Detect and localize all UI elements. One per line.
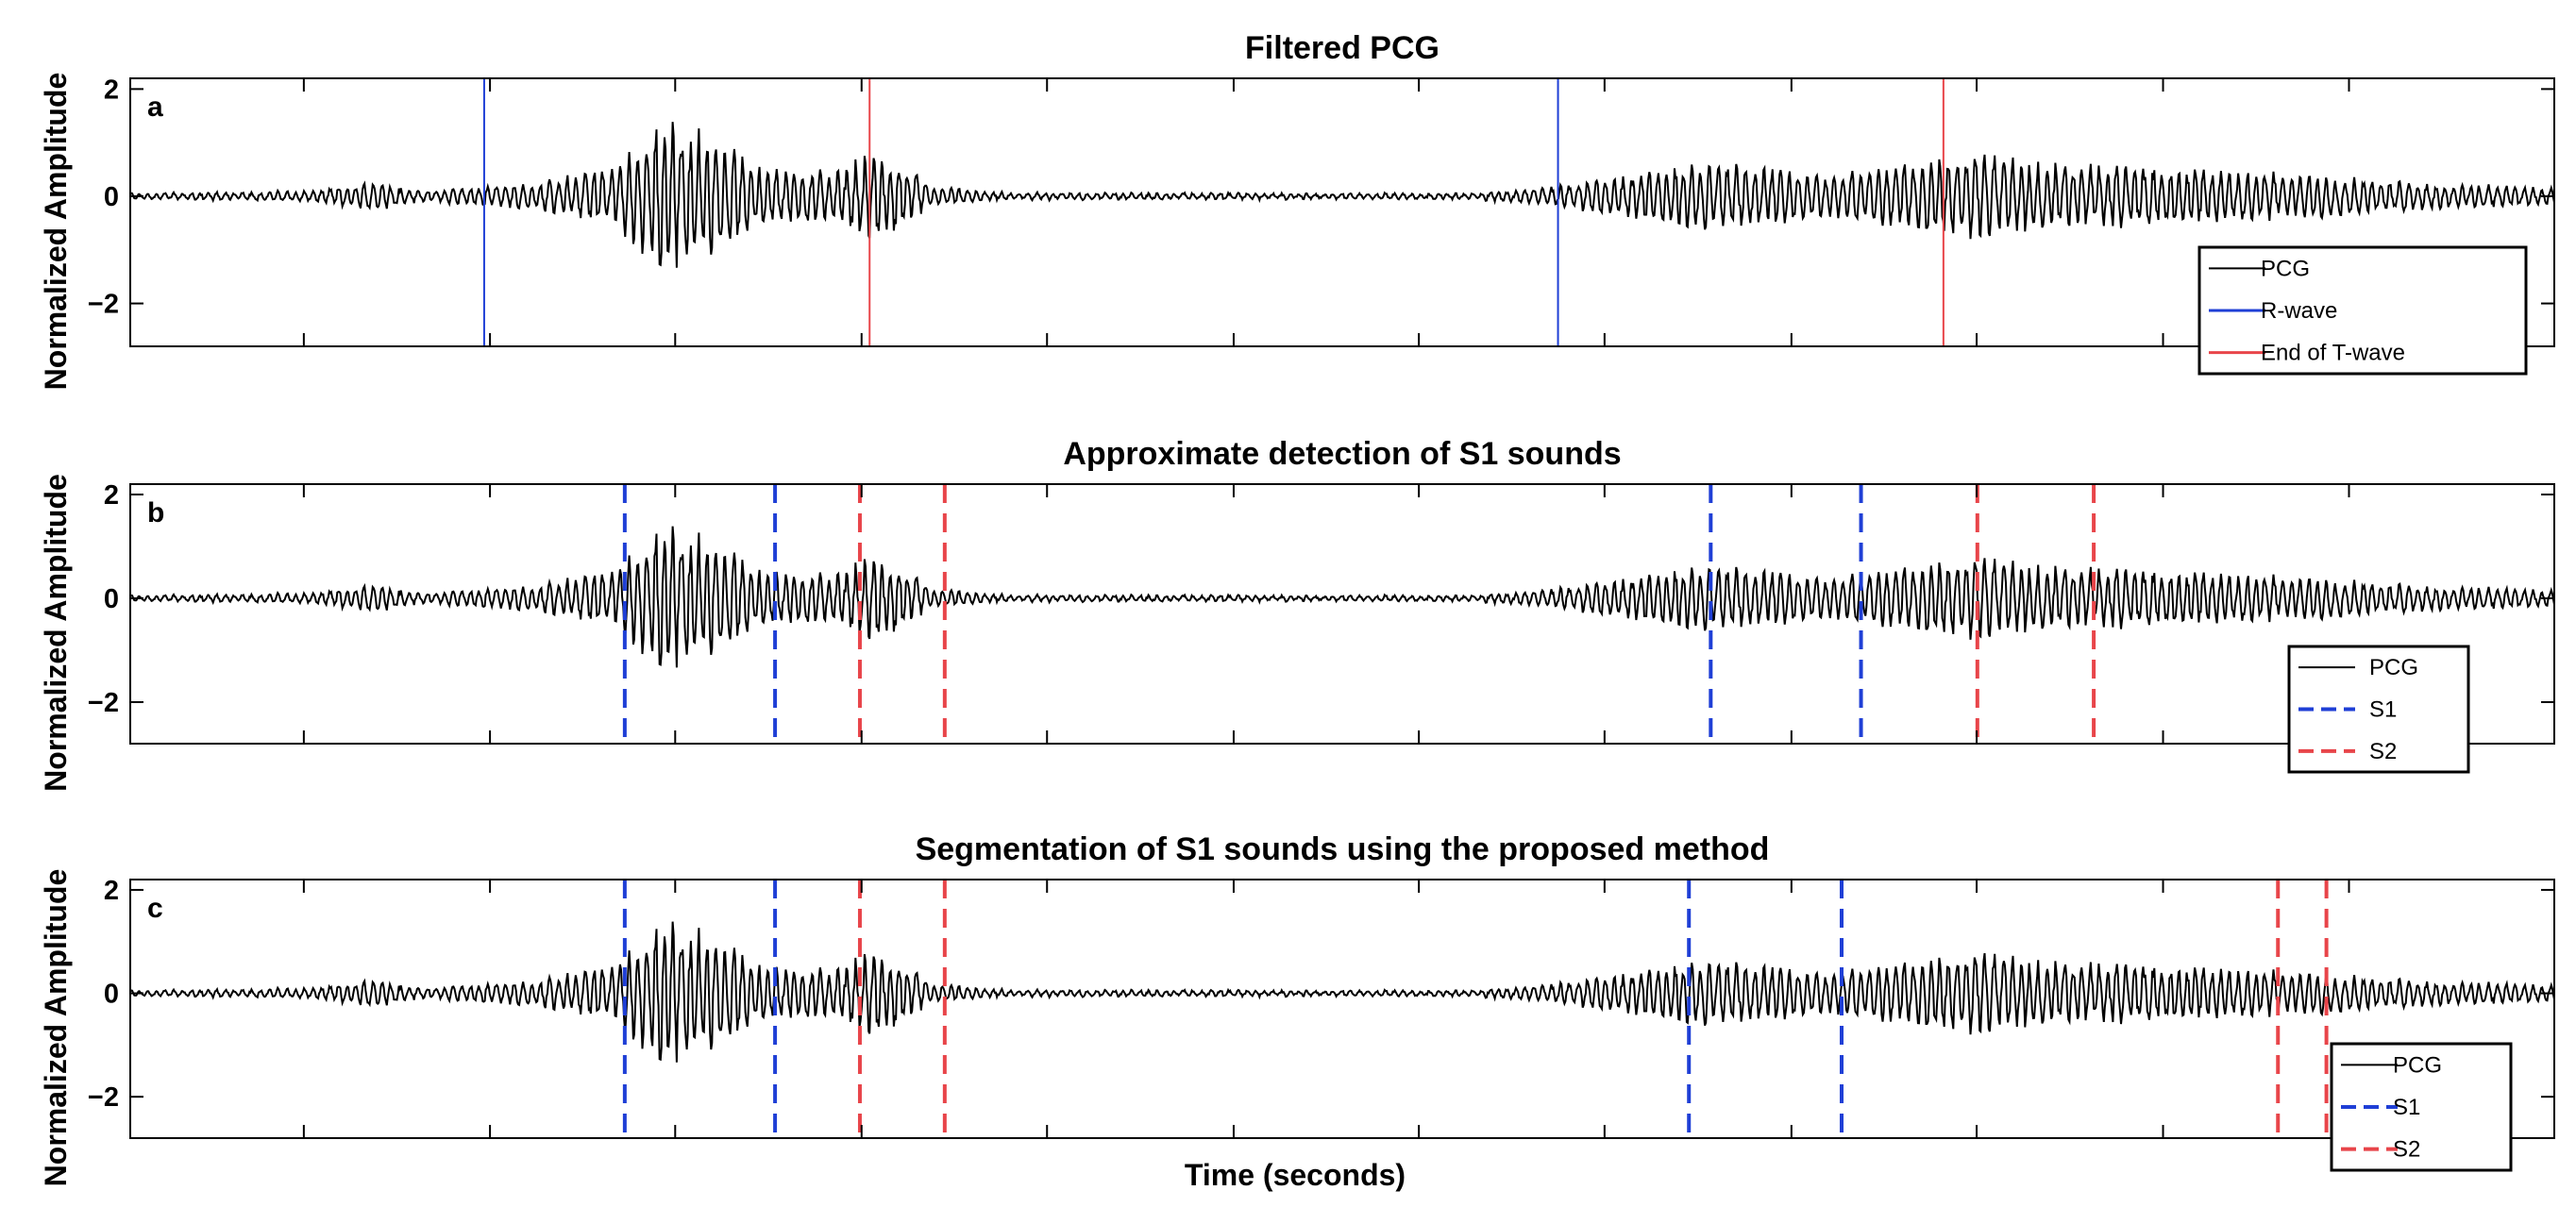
y-axis-label: Normalized Amplitude — [39, 73, 73, 391]
y-axis-label: Normalized Amplitude — [39, 869, 73, 1187]
legend-label: S1 — [2369, 697, 2397, 723]
pcg-trace — [130, 921, 2554, 1063]
y-tick-label: 0 — [104, 182, 119, 212]
y-tick-label: 0 — [104, 584, 119, 614]
panel-c: Segmentation of S1 sounds using the prop… — [39, 831, 2555, 1187]
legend-label: PCG — [2369, 655, 2418, 680]
axes-box — [129, 483, 2555, 745]
pcg-trace — [130, 122, 2554, 268]
panel-b: Approximate detection of S1 sounds Normal… — [39, 436, 2555, 792]
panel-a: Filtered PCG Normalized Amplitude −2 0 2a PCG… — [39, 30, 2555, 391]
legend: PCG S1 S2 — [2330, 1042, 2513, 1172]
y-tick-label: 2 — [104, 480, 119, 511]
y-tick-label: −2 — [88, 1082, 119, 1113]
legend-label: End of T-wave — [2261, 341, 2405, 366]
y-tick-label: −2 — [88, 688, 119, 718]
y-axis-label: Normalized Amplitude — [39, 474, 73, 792]
legend-label: S2 — [2393, 1137, 2420, 1163]
panel-title: Filtered PCG — [1245, 30, 1440, 66]
panel-letter: a — [147, 92, 163, 123]
legend: PCG R-wave End of T-wave — [2197, 245, 2528, 376]
legend: PCG S1 S2 — [2287, 645, 2470, 774]
legend-label: PCG — [2261, 256, 2310, 281]
pcg-trace — [130, 526, 2554, 668]
y-tick-label: 2 — [104, 876, 119, 906]
panel-letter: b — [147, 497, 164, 528]
legend-label: PCG — [2393, 1052, 2442, 1078]
y-tick-label: 0 — [104, 980, 119, 1010]
y-tick-label: 2 — [104, 75, 119, 105]
panel-title: Approximate detection of S1 sounds — [1063, 436, 1621, 472]
legend-label: R-wave — [2261, 298, 2337, 324]
x-axis-label: Time (seconds) — [1185, 1158, 1406, 1192]
legend-label: S1 — [2393, 1095, 2420, 1120]
axes-box — [129, 77, 2555, 347]
panel-title: Segmentation of S1 sounds using the prop… — [916, 831, 1770, 867]
legend-label: S2 — [2369, 739, 2397, 764]
y-tick-label: −2 — [88, 290, 119, 320]
panel-letter: c — [147, 893, 163, 924]
axes-box — [129, 879, 2555, 1139]
